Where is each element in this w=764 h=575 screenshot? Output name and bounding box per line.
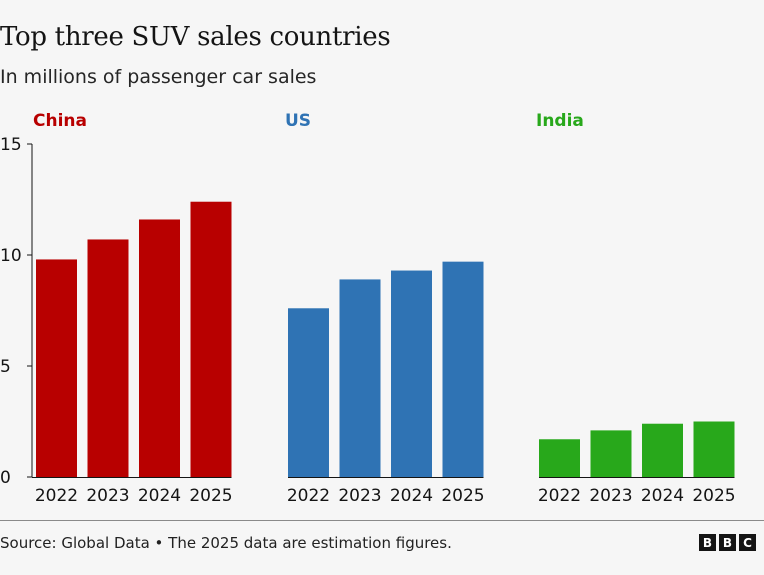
x-tick-label: 2025 [189, 486, 232, 506]
logo-letter: B [699, 534, 716, 551]
y-tick-label: 5 [0, 357, 11, 377]
x-tick-label: 2023 [589, 486, 632, 506]
logo-letter: C [739, 534, 756, 551]
chart-title: Top three SUV sales countries [0, 22, 391, 52]
panel-label: US [285, 111, 311, 131]
bar-chart: 0 5 10 15 China 2022 2023 2024 2025 US 2022 2023 202… [0, 111, 736, 506]
y-tick-label: 0 [0, 468, 11, 488]
bar [288, 308, 329, 477]
chart-subtitle: In millions of passenger car sales [0, 66, 317, 88]
bar [139, 219, 180, 478]
x-tick-label: 2025 [441, 486, 484, 506]
bar [190, 201, 232, 477]
bar [339, 279, 381, 477]
panel-label: China [33, 111, 87, 131]
footer-divider [0, 520, 764, 521]
x-tick-label: 2022 [538, 486, 581, 506]
logo-letter: B [719, 534, 736, 551]
bar [642, 423, 683, 477]
x-tick-label: 2023 [86, 486, 129, 506]
x-tick-label: 2024 [390, 486, 433, 506]
bar [391, 270, 432, 477]
y-tick-label: 15 [0, 135, 22, 155]
bar [539, 439, 580, 477]
bar [442, 261, 484, 477]
x-tick-label: 2024 [641, 486, 684, 506]
y-tick-label: 10 [0, 246, 22, 266]
x-tick-label: 2022 [35, 486, 78, 506]
x-tick-label: 2022 [287, 486, 330, 506]
bar [590, 430, 632, 477]
bbc-logo: B B C [699, 534, 756, 551]
bar [87, 239, 129, 477]
x-tick-label: 2024 [138, 486, 181, 506]
x-tick-label: 2025 [692, 486, 735, 506]
panel-label: India [536, 111, 584, 131]
source-note: Source: Global Data • The 2025 data are … [0, 534, 452, 552]
bar [36, 259, 77, 477]
x-tick-label: 2023 [338, 486, 381, 506]
bar [693, 421, 735, 477]
